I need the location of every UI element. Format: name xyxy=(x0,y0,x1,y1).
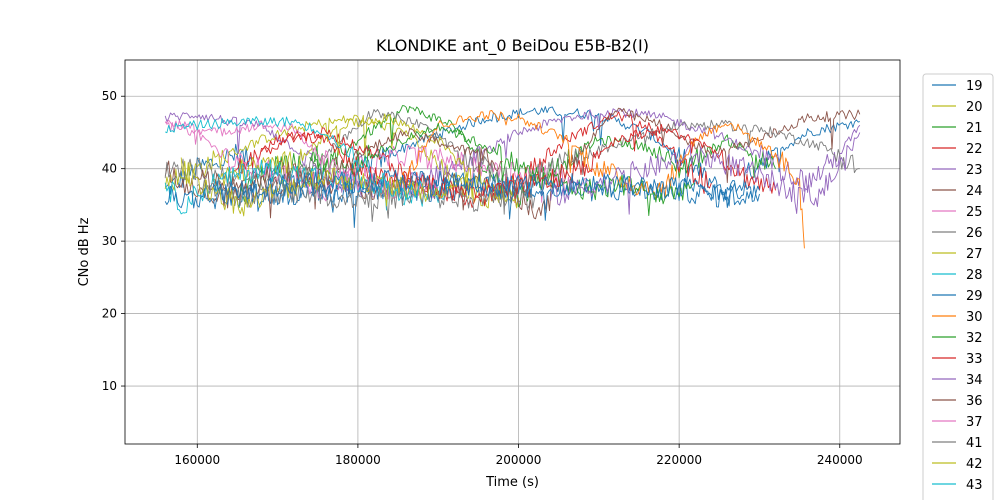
grid xyxy=(125,60,900,444)
x-tick-label: 220000 xyxy=(656,453,702,467)
y-tick-label: 50 xyxy=(102,89,117,103)
legend-label: 32 xyxy=(966,331,983,346)
legend-label: 30 xyxy=(966,310,983,325)
x-tick-label: 240000 xyxy=(817,453,863,467)
series-line-30 xyxy=(397,110,805,249)
x-tick-label: 200000 xyxy=(496,453,542,467)
legend-label: 33 xyxy=(966,352,983,367)
legend-label: 34 xyxy=(966,373,983,388)
y-tick-label: 10 xyxy=(102,379,117,393)
legend-label: 29 xyxy=(966,289,983,304)
series-lines xyxy=(164,105,861,249)
series-line-44 xyxy=(212,169,760,220)
legend-label: 27 xyxy=(966,247,983,262)
legend-label: 28 xyxy=(966,268,983,283)
y-tick-label: 40 xyxy=(102,162,117,176)
x-tick-label: 160000 xyxy=(174,453,220,467)
legend-label: 43 xyxy=(966,478,983,493)
legend-label: 41 xyxy=(966,436,983,451)
y-tick-label: 30 xyxy=(102,234,117,248)
series-line-34 xyxy=(550,132,861,215)
legend-label: 42 xyxy=(966,457,983,472)
legend-label: 23 xyxy=(966,163,983,178)
legend: 19 20 21 22 23 24 25 26 27 28 29 30 32 33 34 36 37 41 42 43… xyxy=(922,73,994,500)
series-line-43 xyxy=(165,116,423,201)
legend-label: 20 xyxy=(966,100,983,115)
legend-label: 24 xyxy=(966,184,983,199)
legend-label: 25 xyxy=(966,205,983,220)
legend-box xyxy=(922,73,994,500)
x-axis-label: Time (s) xyxy=(485,475,539,490)
legend-label: 37 xyxy=(966,415,983,430)
x-tick-label: 180000 xyxy=(335,453,381,467)
legend-label: 36 xyxy=(966,394,983,409)
series-line-32 xyxy=(309,122,696,217)
series-line-23 xyxy=(164,108,861,198)
series-line-41 xyxy=(197,179,536,222)
legend-label: 21 xyxy=(966,121,983,136)
y-axis-label: CNo dB Hz xyxy=(77,217,92,286)
legend-label: 19 xyxy=(966,79,983,94)
legend-label: 22 xyxy=(966,142,983,157)
y-axis: 10 20 30 40 50 xyxy=(102,89,125,393)
series-line-20 xyxy=(164,114,519,209)
legend-label: 26 xyxy=(966,226,983,241)
y-tick-label: 20 xyxy=(102,307,117,321)
x-axis: 160000 180000 200000 220000 240000 xyxy=(174,444,863,467)
chart-title: KLONDIKE ant_0 BeiDou E5B-B2(I) xyxy=(376,36,649,56)
series-line-22 xyxy=(228,111,712,208)
plot-frame xyxy=(124,59,901,445)
series-line-27 xyxy=(213,113,519,209)
